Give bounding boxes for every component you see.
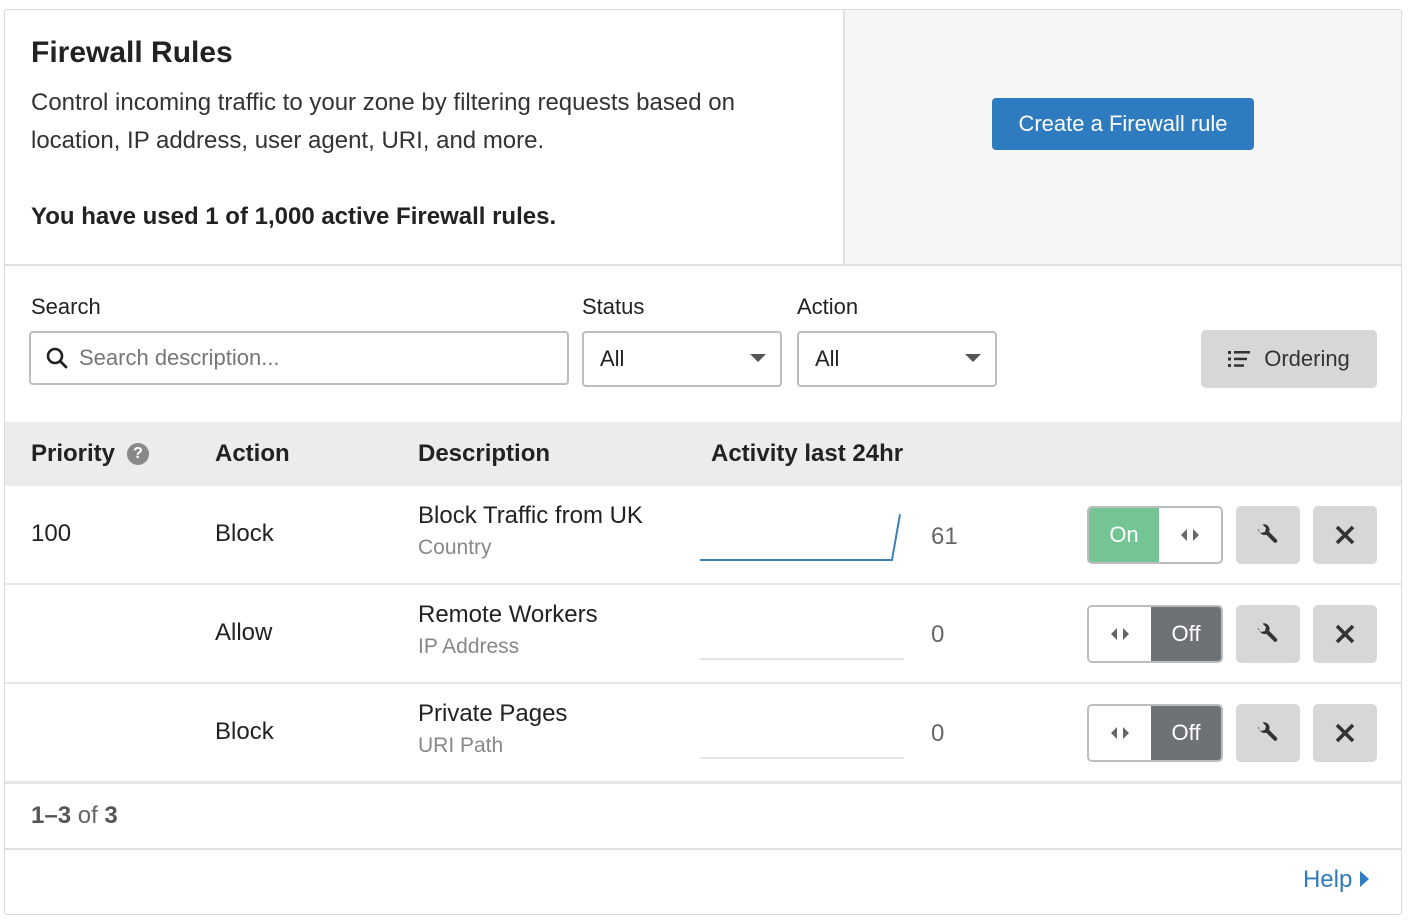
status-off: Off [1151,607,1221,661]
table-header: Priority? Action Description Activity la… [5,422,1401,486]
rule-action: Block [215,520,274,547]
pagination: 1–3 of 3 [5,783,1401,850]
search-input[interactable] [77,344,527,372]
filters: Search Status All Action All Ordering [5,266,1401,422]
wrench-icon [1257,524,1278,543]
table-row: 100 Block Block Traffic from UK Country 6… [5,486,1401,585]
activity-count: 61 [931,523,958,550]
ordering-button[interactable]: Ordering [1201,330,1377,388]
edit-rule-button[interactable] [1236,506,1300,564]
pagination-total: 3 [104,802,118,829]
table-row: Allow Remote Workers IP Address 0 Off [5,585,1401,684]
column-activity: Activity last 24hr [711,440,904,467]
activity-count: 0 [931,720,945,747]
usage-text: You have used 1 of 1,000 active Firewall… [31,203,557,230]
activity-sparkline [700,514,901,561]
pagination-of: of [77,802,98,829]
edit-rule-button[interactable] [1236,704,1300,762]
sparkline-line [700,514,901,561]
rule-action: Allow [215,619,273,646]
toggle-arrows-icon [1089,607,1151,661]
help-label: Help [1302,866,1353,893]
help-link[interactable]: Help [1303,866,1369,894]
firewall-rules-card: Firewall Rules Control incoming traffic … [4,9,1402,915]
status-label: Status [582,294,645,319]
rule-description: Remote Workers [418,601,598,628]
table-row: Block Private Pages URI Path 0 Off [5,684,1401,783]
rule-description: Block Traffic from UK [418,502,643,529]
toggle-arrows-icon [1089,706,1151,760]
search-icon [46,347,68,369]
delete-rule-button[interactable] [1313,506,1377,564]
status-select[interactable]: All [582,331,782,387]
help-question-icon[interactable]: ? [127,443,150,465]
create-firewall-rule-button[interactable]: Create a Firewall rule [992,98,1254,150]
rule-action: Block [215,718,274,745]
column-action: Action [215,440,290,467]
column-description: Description [418,440,551,467]
activity-count: 0 [931,621,945,648]
ordering-label: Ordering [1264,346,1350,371]
activity-sparkline [700,757,904,759]
status-off: Off [1151,706,1221,760]
caret-down-icon [965,354,981,362]
close-icon [1335,723,1355,743]
wrench-icon [1257,722,1278,741]
rule-field: URI Path [418,734,504,757]
status-on: On [1089,508,1159,562]
intro-panel: Firewall Rules Control incoming traffic … [5,10,845,264]
list-icon [1228,351,1251,367]
rule-status-toggle[interactable]: Off [1087,605,1223,663]
rule-field: IP Address [418,635,520,658]
wrench-icon [1257,623,1278,642]
page-description: Control incoming traffic to your zone by… [31,89,735,154]
close-icon [1335,624,1355,644]
rule-priority: 100 [31,520,72,547]
status-value: All [600,346,625,371]
action-value: All [815,346,840,371]
rule-field: Country [418,536,492,559]
rule-description: Private Pages [418,700,568,727]
toggle-arrows-icon [1159,508,1221,562]
pagination-range: 1–3 [31,802,72,829]
activity-sparkline [700,658,904,660]
search-label: Search [31,294,101,319]
caret-down-icon [750,354,766,362]
delete-rule-button[interactable] [1313,605,1377,663]
action-select[interactable]: All [797,331,997,387]
page-title: Firewall Rules [31,36,233,69]
close-icon [1335,525,1355,545]
column-priority: Priority? [31,440,150,468]
rule-status-toggle[interactable]: On [1087,506,1223,564]
action-label: Action [797,294,859,319]
search-box[interactable] [29,331,569,385]
edit-rule-button[interactable] [1236,605,1300,663]
delete-rule-button[interactable] [1313,704,1377,762]
caret-right-icon [1360,871,1369,887]
rule-status-toggle[interactable]: Off [1087,704,1223,762]
